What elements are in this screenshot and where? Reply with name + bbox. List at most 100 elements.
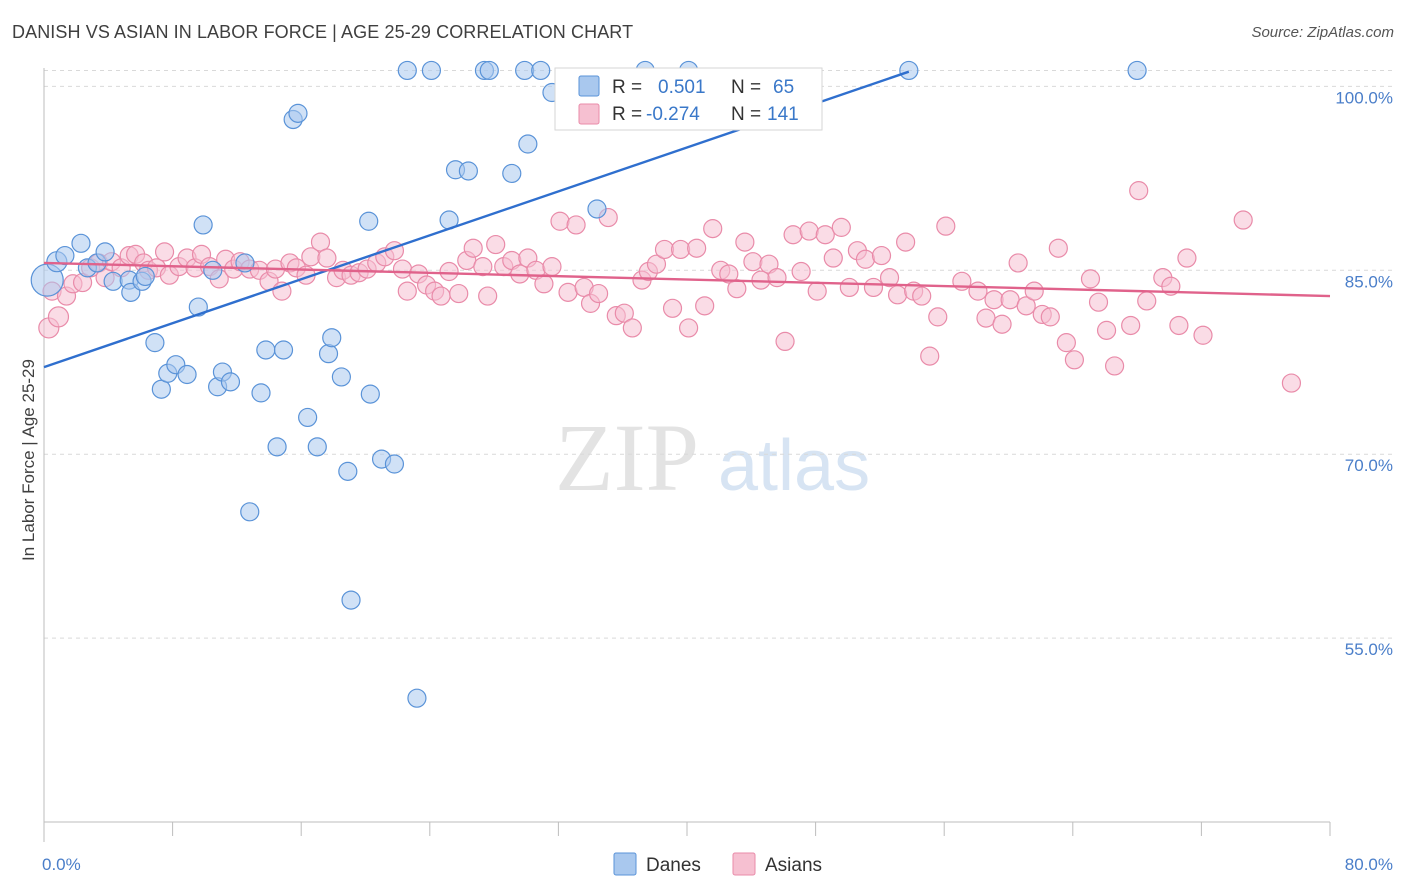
legend-asians-n-value: 141: [767, 104, 799, 125]
asian-point: [815, 225, 835, 245]
asian-point: [1048, 238, 1068, 258]
dane-point: [288, 103, 308, 123]
legend-asians-r-value: -0.274: [646, 104, 700, 125]
legend-danes-swatch: [578, 75, 600, 97]
dane-point: [1127, 60, 1147, 81]
asian-point: [719, 264, 739, 284]
asian-point: [1281, 373, 1302, 393]
asian-point: [478, 286, 498, 306]
asian-point: [984, 290, 1004, 310]
asian-point: [863, 277, 884, 298]
asian-point: [1080, 269, 1101, 289]
y-axis-label: In Labor Force | Age 25-29: [19, 359, 38, 561]
asian-point: [646, 254, 667, 274]
dane-point: [256, 340, 276, 360]
bottom-legend-danes-swatch: [613, 852, 637, 876]
asian-point: [1233, 210, 1253, 230]
asian-point: [791, 261, 811, 282]
asian-point: [47, 306, 70, 328]
asians-points: [38, 181, 1302, 393]
dane-point: [203, 260, 223, 280]
dane-point: [587, 199, 607, 219]
asian-point: [588, 283, 609, 304]
dane-point: [360, 384, 380, 404]
asian-point: [879, 268, 900, 288]
asian-point: [1064, 350, 1085, 370]
chart-title: DANISH VS ASIAN IN LABOR FORCE | AGE 25-…: [12, 22, 634, 42]
dane-point: [502, 163, 522, 184]
asian-point: [823, 248, 843, 268]
legend-danes-n-label: N =: [731, 77, 761, 98]
asian-point: [317, 248, 337, 268]
dane-point: [55, 245, 75, 266]
asian-point: [727, 279, 747, 299]
asian-point: [695, 296, 715, 316]
asian-point: [431, 286, 451, 306]
asian-point: [855, 249, 876, 269]
asian-point: [1169, 315, 1189, 336]
dane-point: [338, 461, 358, 481]
axes: [43, 68, 1331, 842]
asian-point: [550, 211, 570, 231]
dane-point: [177, 364, 197, 385]
asian-point: [1000, 290, 1020, 310]
asian-point: [463, 238, 483, 258]
legend-danes-n-value: 65: [773, 77, 794, 98]
asian-point: [1056, 333, 1076, 353]
watermark-atlas: atlas: [718, 426, 870, 506]
asian-point: [154, 242, 175, 262]
asian-point: [871, 245, 892, 266]
asian-point: [896, 232, 916, 252]
asians-trend-line: [43, 261, 1331, 298]
top-legend: R = 0.501 N = 65 R = -0.274 N = 141: [554, 67, 823, 131]
gridlines: [44, 69, 1394, 639]
asian-point: [1177, 248, 1197, 268]
y-tick-label: 85.0%: [1345, 272, 1393, 291]
asian-point: [928, 307, 948, 327]
dane-point: [421, 60, 442, 81]
asian-point: [936, 216, 956, 236]
dane-point: [531, 60, 551, 81]
y-tick-label: 70.0%: [1345, 456, 1393, 475]
asian-point: [992, 314, 1012, 334]
dane-point: [407, 688, 427, 708]
tick-labels: 100.0% 85.0% 70.0% 55.0% 0.0% 80.0%: [42, 88, 1393, 874]
dane-point: [220, 372, 241, 392]
bottom-legend: Danes Asians: [613, 852, 822, 876]
legend-danes-r-label: R =: [612, 77, 642, 98]
asian-point: [799, 221, 819, 241]
x-tick-label: 80.0%: [1345, 855, 1393, 874]
dane-point: [240, 502, 260, 522]
dane-point: [397, 60, 417, 81]
asian-point: [839, 277, 859, 298]
dane-point: [188, 297, 208, 317]
asian-point: [687, 238, 707, 258]
asian-point: [679, 318, 699, 338]
asian-point: [439, 261, 459, 282]
asian-point: [912, 286, 932, 306]
watermark-zip: ZIP: [555, 404, 699, 511]
asian-point: [534, 274, 554, 294]
asian-point: [1193, 325, 1213, 345]
asian-point: [968, 281, 988, 301]
legend-danes-r-value: 0.501: [658, 77, 706, 98]
asian-point: [1129, 181, 1149, 201]
asian-point: [449, 283, 469, 304]
asian-point: [622, 318, 642, 338]
asian-point: [1121, 315, 1141, 336]
asian-point: [767, 268, 787, 288]
asian-point: [542, 257, 562, 277]
asian-point: [397, 281, 417, 301]
source-credit: Source: ZipAtlas.com: [1251, 24, 1394, 41]
dane-point: [273, 340, 294, 360]
dane-point: [135, 266, 155, 287]
asian-point: [392, 259, 413, 279]
asian-point: [662, 298, 683, 318]
bottom-legend-danes-label: Danes: [646, 855, 701, 876]
asian-point: [1137, 291, 1157, 311]
dane-point: [318, 344, 339, 364]
bottom-legend-asians-label: Asians: [765, 855, 822, 876]
y-tick-label: 100.0%: [1335, 88, 1393, 107]
legend-asians-swatch: [578, 103, 600, 125]
